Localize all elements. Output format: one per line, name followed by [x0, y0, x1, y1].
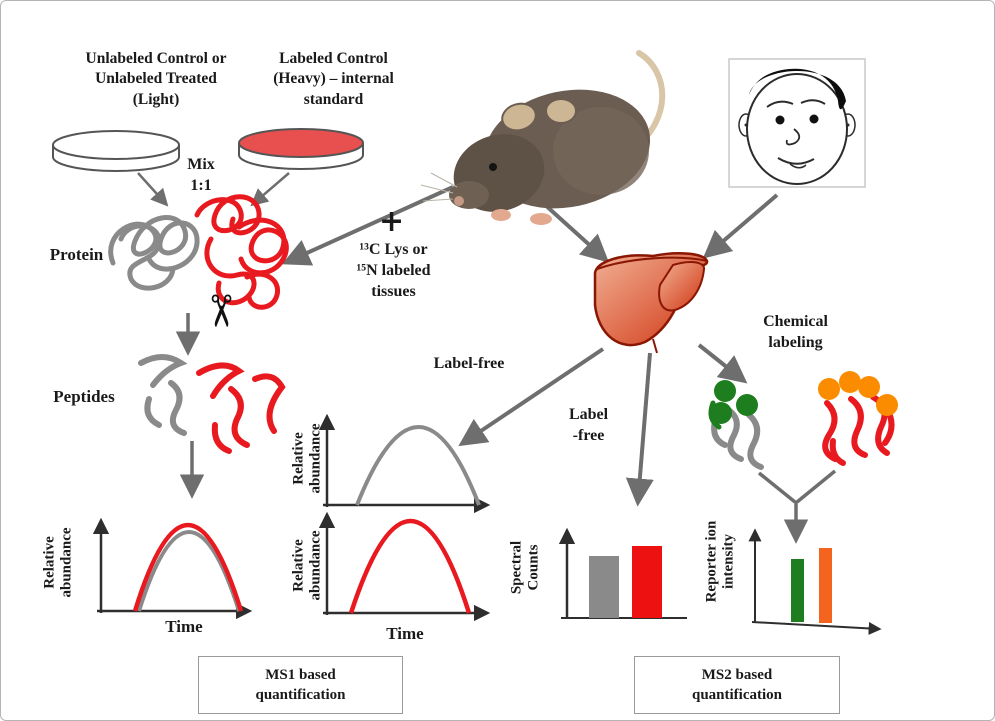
- chart-labelfree-gray: [318, 413, 491, 514]
- ms1-quantification-box: MS1 based quantification: [198, 656, 403, 714]
- human-face-image: [728, 58, 866, 188]
- labelfree-bottom-ylabel: Relative abundance: [290, 530, 324, 601]
- ms1-chart-xlabel: Time: [165, 617, 203, 636]
- labeled-dish-label: Labeled Control (Heavy) – internal stand…: [273, 50, 394, 108]
- mix-ratio-label: Mix 1:1: [187, 156, 215, 195]
- peptides-label: Peptides: [53, 387, 115, 406]
- protein-tangle-red: [194, 194, 289, 310]
- labelfree-chart-xlabel: Time: [386, 624, 424, 643]
- chart-ms1-result: [92, 517, 253, 620]
- label-free-left-label: Label-free: [433, 355, 505, 372]
- ms1-chart-ylabel: Relative abundance: [41, 527, 75, 598]
- protein-tangle-gray: [108, 215, 200, 291]
- chemical-labeling-label: Chemical labeling: [763, 313, 828, 352]
- workflow-arrows: [137, 172, 779, 507]
- isotope-label: ¹³C Lys or ¹⁵N labeled tissues: [356, 241, 431, 301]
- unlabeled-dish-label: Unlabeled Control or Unlabeled Treated (…: [85, 50, 227, 108]
- chart-spectral-counts: [558, 527, 687, 619]
- plus-icon: +: [379, 204, 405, 239]
- light-dish: [52, 130, 180, 172]
- chart-reporter-ion: [748, 528, 882, 635]
- protein-label: Protein: [49, 245, 104, 264]
- label-free-right-label: Label -free: [568, 406, 609, 445]
- peptides-red: [196, 362, 286, 454]
- merge-connector: [757, 469, 837, 544]
- labeled-peptides-green: [708, 380, 764, 470]
- ms2-quantification-box: MS2 based quantification: [634, 656, 840, 714]
- scissors-icon: ✂: [195, 292, 245, 330]
- labeled-peptides-orange: [818, 371, 898, 466]
- liver-image: [593, 252, 709, 354]
- peptides-gray: [138, 354, 188, 436]
- heavy-dish: [238, 128, 364, 170]
- chart-labelfree-red: [318, 511, 491, 622]
- reporter-ion-ylabel: Reporter ion intensity: [703, 520, 737, 603]
- mouse-image: [420, 50, 666, 225]
- spectral-counts-ylabel: Spectral Counts: [508, 540, 542, 595]
